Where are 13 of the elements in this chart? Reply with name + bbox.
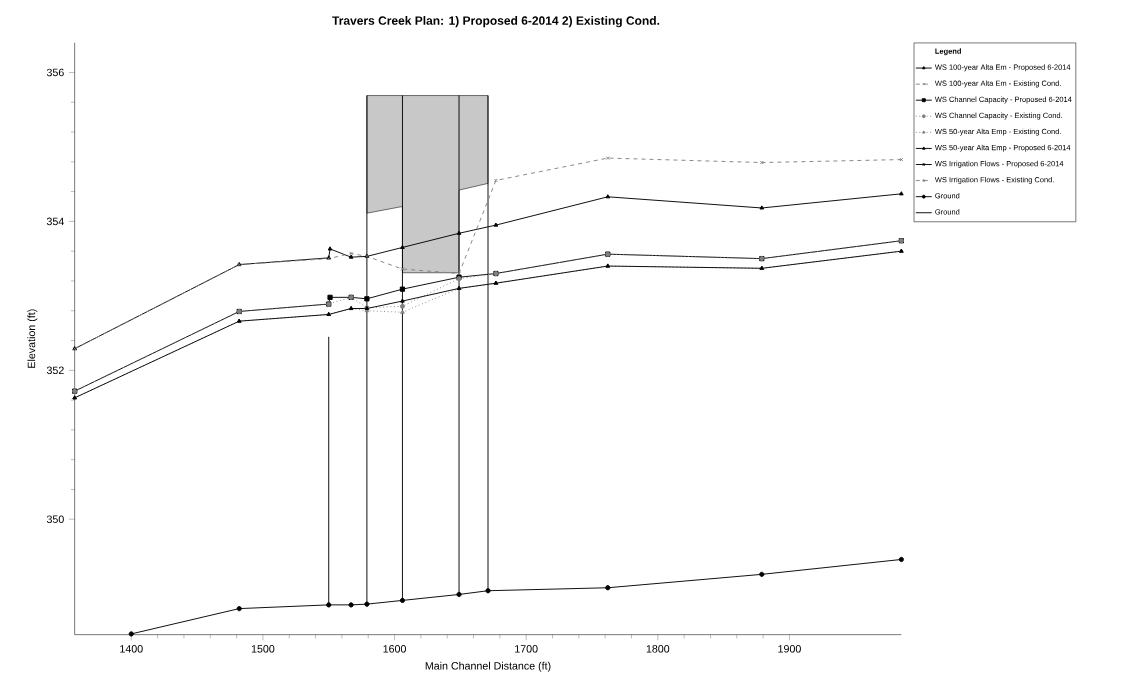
y-axis-title: Elevation (ft): [27, 309, 38, 368]
y-tick-label: 352: [46, 366, 64, 375]
x-tick-label: 1500: [251, 645, 275, 653]
x-tick-label: 1800: [646, 645, 670, 653]
x-tick-label: 1400: [120, 645, 143, 653]
chart-title: Travers Creek Plan: 1) Proposed 6-2014 2) Existing Cond.: [332, 16, 660, 28]
x-tick-label: 1600: [383, 645, 406, 653]
x-axis-title: Main Channel Distance (ft): [425, 661, 551, 672]
x-tick-label: 1900: [778, 645, 801, 653]
x-tick-label: 1700: [515, 645, 538, 653]
y-tick-label: 350: [46, 515, 64, 524]
y-tick-label: 356: [46, 68, 64, 77]
y-tick-label: 354: [46, 217, 64, 226]
